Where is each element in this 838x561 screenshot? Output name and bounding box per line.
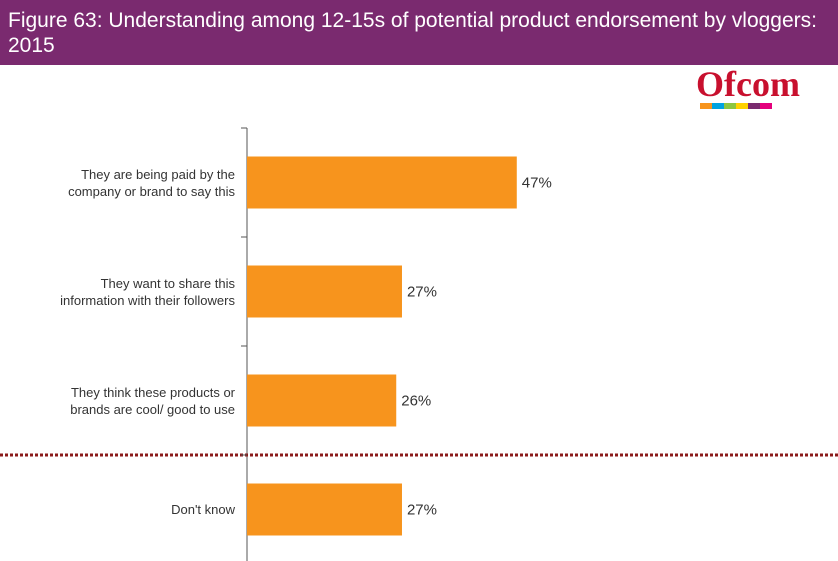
category-label: They want to share this information with… xyxy=(60,275,235,308)
logo: Ofcom xyxy=(696,64,800,104)
value-label: 27% xyxy=(407,501,437,518)
bar xyxy=(247,483,402,536)
title: Figure 63: Understanding among 12-15s of… xyxy=(8,9,817,57)
logo-stripe xyxy=(700,103,772,109)
category-label: Don't know xyxy=(171,502,235,517)
bar xyxy=(247,156,517,209)
value-label: 27% xyxy=(407,283,437,300)
value-label: 26% xyxy=(401,392,431,409)
value-label: 47% xyxy=(522,174,552,191)
bar xyxy=(247,265,402,318)
category-label: They think these products or brands are … xyxy=(70,384,235,417)
header: Figure 63: Understanding among 12-15s of… xyxy=(0,0,838,65)
category-label: They are being paid by the company or br… xyxy=(68,166,235,199)
bar xyxy=(247,374,397,427)
